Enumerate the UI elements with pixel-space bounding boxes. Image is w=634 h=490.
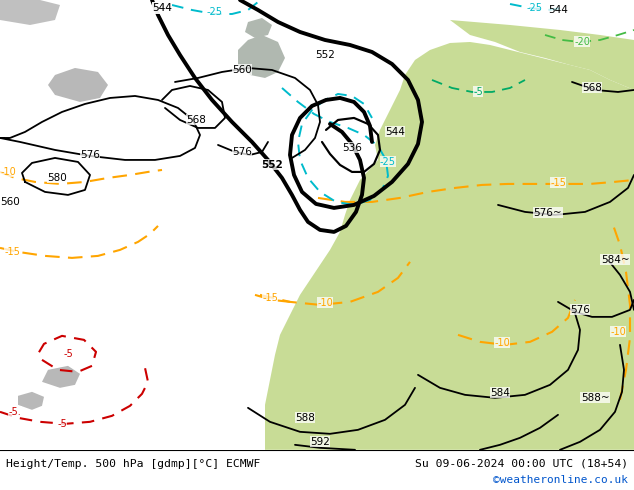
- Text: -5: -5: [57, 419, 67, 429]
- Polygon shape: [48, 68, 108, 102]
- Text: 592: 592: [310, 437, 330, 447]
- Text: -20: -20: [574, 37, 590, 47]
- Text: 576: 576: [570, 305, 590, 315]
- Text: 568: 568: [582, 83, 602, 93]
- Text: -10: -10: [610, 327, 626, 337]
- Text: -25: -25: [207, 7, 223, 17]
- Polygon shape: [245, 18, 272, 38]
- Text: -15: -15: [550, 178, 566, 188]
- Text: ©weatheronline.co.uk: ©weatheronline.co.uk: [493, 475, 628, 485]
- Polygon shape: [0, 0, 60, 25]
- Text: 584~: 584~: [600, 255, 630, 265]
- Text: Su 09-06-2024 00:00 UTC (18+54): Su 09-06-2024 00:00 UTC (18+54): [415, 459, 628, 469]
- Polygon shape: [18, 392, 44, 410]
- Polygon shape: [42, 366, 80, 388]
- Text: -5: -5: [63, 349, 73, 359]
- Text: 568: 568: [186, 115, 206, 125]
- Text: -10: -10: [494, 338, 510, 348]
- Text: -15: -15: [4, 247, 20, 257]
- Text: -25: -25: [380, 157, 396, 167]
- Text: 536: 536: [342, 143, 362, 153]
- Text: 560: 560: [0, 197, 20, 207]
- Text: -10: -10: [0, 167, 16, 177]
- Polygon shape: [450, 20, 634, 90]
- Text: 552: 552: [315, 50, 335, 60]
- Text: -25: -25: [527, 3, 543, 13]
- Polygon shape: [265, 42, 634, 450]
- Text: 552: 552: [261, 160, 283, 170]
- Text: -5.: -5.: [9, 407, 22, 417]
- Text: 584: 584: [490, 388, 510, 398]
- Text: 588~: 588~: [581, 393, 609, 403]
- Text: 560: 560: [232, 65, 252, 75]
- Text: 580: 580: [47, 173, 67, 183]
- Text: -15: -15: [262, 293, 278, 303]
- Text: -5: -5: [473, 87, 483, 97]
- Text: 576~: 576~: [534, 208, 562, 218]
- Text: 544: 544: [385, 127, 405, 137]
- Text: 544: 544: [152, 3, 172, 13]
- Text: -10: -10: [317, 298, 333, 308]
- Text: 576: 576: [80, 150, 100, 160]
- Text: 544: 544: [152, 3, 172, 13]
- Polygon shape: [238, 35, 285, 78]
- Text: 576: 576: [232, 147, 252, 157]
- Text: 588: 588: [295, 413, 315, 423]
- Text: Height/Temp. 500 hPa [gdmp][°C] ECMWF: Height/Temp. 500 hPa [gdmp][°C] ECMWF: [6, 459, 261, 469]
- Text: 544: 544: [548, 5, 568, 15]
